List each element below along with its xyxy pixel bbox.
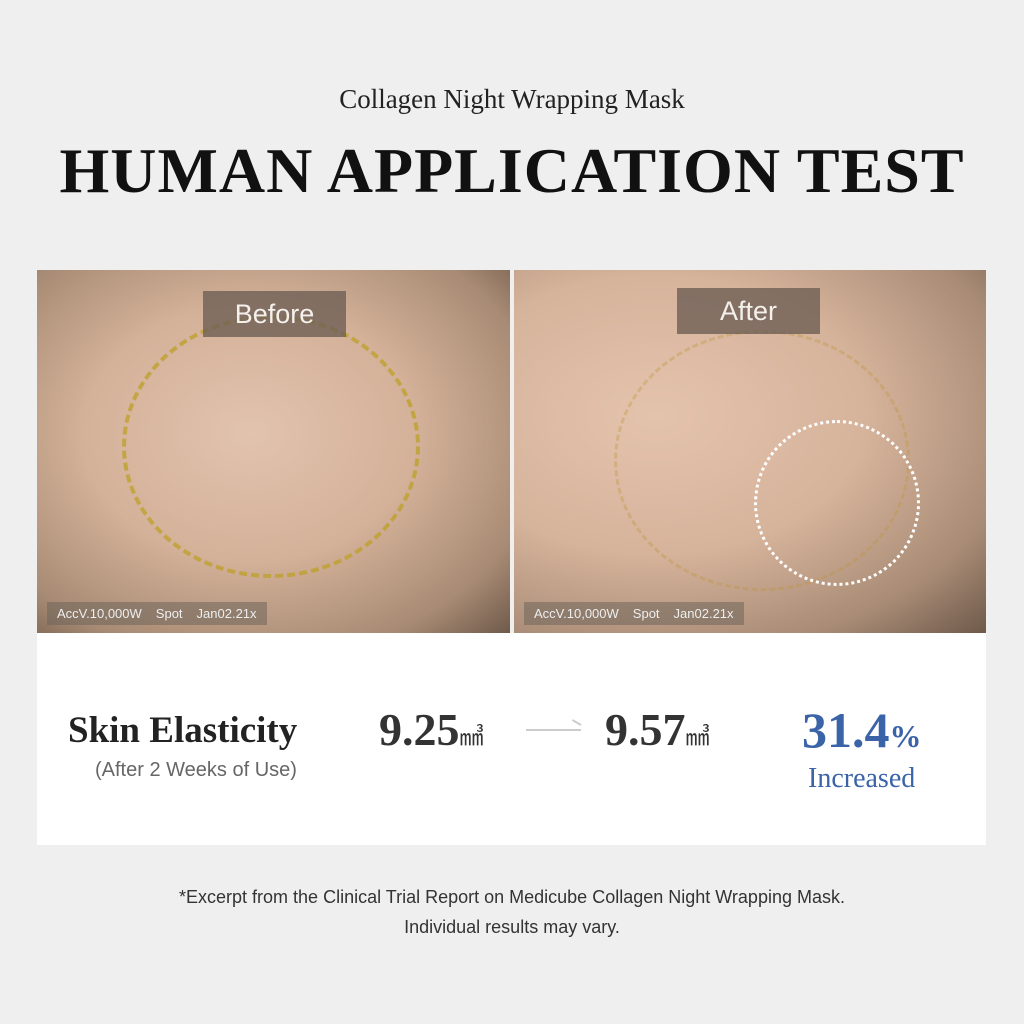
unit: ㎣: [685, 725, 710, 751]
meta-date: Jan02.21x: [673, 606, 734, 621]
result-panel: Skin Elasticity (After 2 Weeks of Use) 9…: [37, 633, 986, 845]
dotted-circle-highlight: [754, 420, 920, 586]
after-value: 9.57㎣: [605, 703, 710, 756]
before-label: Before: [203, 291, 346, 337]
after-number: 9.57: [605, 704, 686, 755]
meta-date: Jan02.21x: [196, 606, 257, 621]
meta-voltage: AccV.10,000W: [57, 606, 142, 621]
before-photo: Before AccV.10,000W Spot Jan02.21x: [37, 270, 510, 633]
footnote-line-2: Individual results may vary.: [404, 917, 620, 937]
photo-meta: AccV.10,000W Spot Jan02.21x: [47, 602, 267, 625]
photo-meta: AccV.10,000W Spot Jan02.21x: [524, 602, 744, 625]
after-photo: After AccV.10,000W Spot Jan02.21x: [514, 270, 986, 633]
arrow-right-icon: [526, 729, 581, 731]
metric-name: Skin Elasticity: [68, 710, 298, 751]
meta-mode: Spot: [632, 606, 660, 621]
change-label: Increased: [808, 763, 916, 794]
before-value: 9.25㎣: [379, 703, 484, 756]
footnote-line-1: *Excerpt from the Clinical Trial Report …: [179, 887, 845, 907]
unit: ㎣: [459, 725, 484, 751]
change-number: 31.4: [802, 702, 890, 758]
change-percent: 31.4%: [802, 701, 922, 759]
wrinkle-circle-marker: [122, 315, 420, 578]
metric-period: (After 2 Weeks of Use): [95, 759, 297, 781]
after-label: After: [677, 288, 820, 334]
before-number: 9.25: [379, 704, 460, 755]
meta-mode: Spot: [155, 606, 183, 621]
page-title: HUMAN APPLICATION TEST: [59, 135, 965, 206]
meta-voltage: AccV.10,000W: [534, 606, 619, 621]
percent-symbol: %: [889, 718, 922, 754]
product-subtitle: Collagen Night Wrapping Mask: [339, 84, 685, 114]
